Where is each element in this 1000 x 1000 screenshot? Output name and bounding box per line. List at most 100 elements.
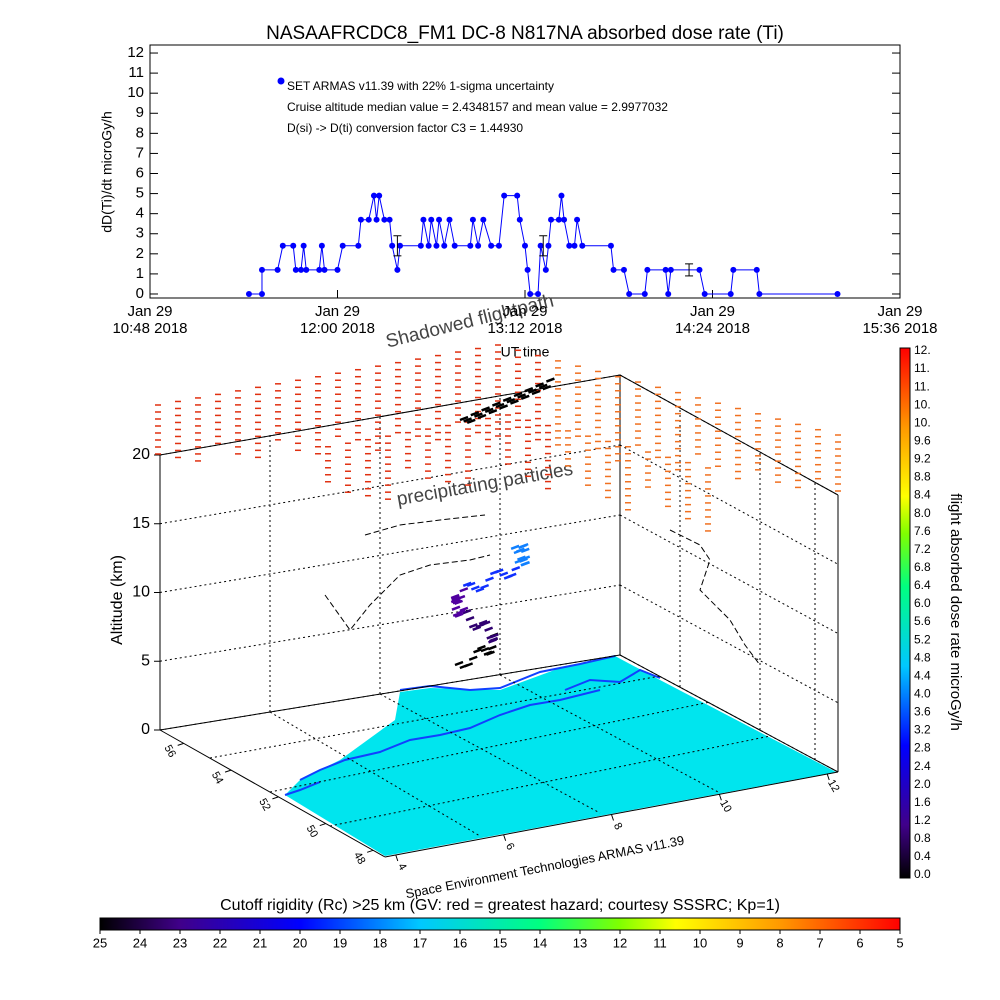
track-dash: [517, 393, 527, 399]
floor-grid-line: [269, 711, 481, 837]
data-point: [386, 216, 393, 223]
data-point: [662, 266, 669, 273]
track-dash: [524, 387, 534, 393]
lat-tick-label: 48: [351, 850, 368, 867]
data-point: [701, 290, 708, 297]
data-point: [355, 242, 362, 249]
track-dash: [459, 606, 469, 612]
track-dash: [478, 619, 488, 626]
track-dash: [488, 638, 497, 644]
floor-edge: [159, 729, 386, 858]
error-bar: [539, 235, 548, 257]
data-point: [436, 216, 443, 223]
floor-grid-line: [209, 675, 661, 759]
error-bar: [685, 263, 694, 277]
dose-colorbar-label-tick: 12.: [914, 343, 931, 357]
data-point: [279, 242, 286, 249]
dose-colorbar-label-tick: 5.2: [914, 632, 931, 646]
rigidity-tick-label: 19: [333, 935, 347, 950]
track-dash: [484, 626, 494, 632]
data-point: [566, 242, 573, 249]
track-dash: [535, 382, 545, 388]
dose-colorbar-label-tick: 7.2: [914, 542, 931, 556]
track-dash: [480, 583, 490, 590]
data-point: [298, 266, 305, 273]
y-tick-label: 5: [136, 185, 144, 202]
data-point: [696, 266, 703, 273]
dose-colorbar-label-tick: 4.0: [914, 686, 931, 700]
data-point: [290, 242, 297, 249]
data-point: [561, 216, 568, 223]
data-point: [665, 290, 672, 297]
data-point: [441, 242, 448, 249]
track-dash: [527, 388, 537, 394]
track-dash: [459, 587, 469, 593]
track-dash: [451, 605, 461, 611]
dose-colorbar-label-tick: 6.8: [914, 560, 931, 574]
track-dash: [545, 377, 555, 383]
floor-grid-line: [379, 693, 601, 814]
data-point: [545, 242, 552, 249]
lat-tick: [224, 769, 232, 773]
dose-colorbar-label-tick: 1.2: [914, 813, 931, 827]
track-dash: [499, 571, 509, 577]
y-axis-label: dD(Ti)/dt microGy/h: [99, 111, 115, 233]
dose-colorbar-label-tick: 3.2: [914, 723, 931, 737]
data-point: [730, 266, 737, 273]
data-point: [480, 216, 487, 223]
dose-colorbar-label: flight absorbed dose rate microGy/h: [947, 493, 964, 731]
rigidity-tick-label: 14: [533, 935, 547, 950]
track-dash: [470, 585, 480, 591]
x-axis-label: UT time: [501, 344, 550, 360]
lon-tick-label: 10: [717, 798, 734, 815]
lat-tick-label: 56: [162, 743, 179, 760]
data-point: [571, 242, 578, 249]
data-point: [357, 216, 364, 223]
track-dash: [450, 593, 460, 600]
track-dash: [538, 383, 548, 389]
rigidity-tick-label: 10: [693, 935, 707, 950]
coastline: [564, 668, 661, 691]
data-point: [433, 242, 440, 249]
dose-colorbar-label-tick: 6.4: [914, 578, 931, 592]
coastline: [284, 781, 321, 796]
data-point: [274, 266, 281, 273]
dose-colorbar-label-tick: 9.2: [914, 452, 931, 466]
data-point: [548, 216, 555, 223]
dose-colorbar-label-tick: 0.4: [914, 849, 931, 863]
x-tick-label: Jan 29 15:36 2018: [862, 303, 938, 337]
lat-tick: [177, 742, 184, 746]
wall-grid-line: [619, 444, 839, 565]
track-dash: [511, 565, 521, 572]
lat-tick-label: 54: [209, 770, 226, 787]
track-dash: [470, 411, 480, 417]
chart-title: NASAAFRCDC8_FM1 DC-8 N817NA absorbed dos…: [266, 23, 784, 44]
rigidity-tick-label: 23: [173, 935, 187, 950]
rigidity-tick-label: 11: [653, 935, 667, 950]
x-tick-label: Jan 29 13:12 2018: [487, 303, 563, 337]
track-dash: [477, 413, 487, 420]
track-dash: [506, 398, 516, 404]
data-point: [417, 242, 424, 249]
track-dash: [488, 409, 498, 415]
track-dash: [462, 608, 472, 615]
annotation: Cruise altitude median value = 2.4348157…: [287, 100, 668, 114]
data-point: [303, 266, 310, 273]
track-dash: [513, 548, 523, 555]
legend-marker: [277, 77, 285, 85]
data-point: [574, 216, 581, 223]
dose-colorbar-label-tick: 11.: [914, 379, 930, 393]
track-dash: [510, 544, 520, 550]
dose-colorbar-label-tick: 9.6: [914, 434, 931, 448]
track-dash: [451, 595, 461, 601]
dose-colorbar-label-tick: 4.4: [914, 668, 931, 682]
track-dash: [481, 406, 491, 412]
lat-tick: [366, 849, 374, 853]
data-point: [245, 290, 252, 297]
y-tick-label: 11: [128, 64, 144, 81]
track-dash: [513, 391, 523, 398]
track-dash: [462, 581, 472, 587]
data-point: [610, 266, 617, 273]
track-dash: [486, 634, 496, 640]
shadow-track: [324, 554, 491, 631]
